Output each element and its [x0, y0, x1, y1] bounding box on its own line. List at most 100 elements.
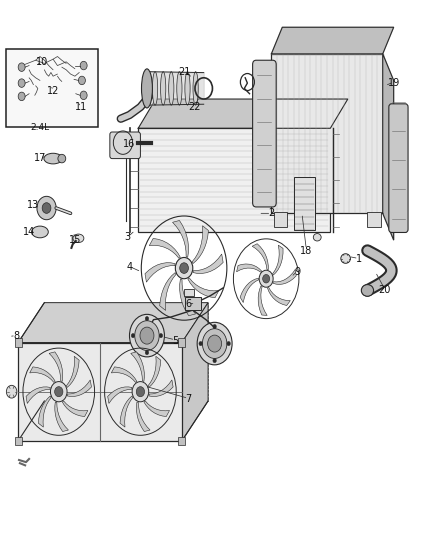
Circle shape	[78, 76, 85, 85]
Polygon shape	[67, 356, 79, 387]
Bar	[18, 343, 182, 441]
Polygon shape	[30, 367, 55, 382]
Circle shape	[80, 91, 87, 100]
Polygon shape	[138, 99, 348, 128]
Text: 2: 2	[268, 208, 275, 219]
Polygon shape	[39, 396, 51, 427]
Ellipse shape	[341, 254, 350, 263]
Circle shape	[180, 263, 188, 273]
Circle shape	[145, 317, 149, 321]
Polygon shape	[131, 352, 145, 382]
Circle shape	[80, 61, 87, 70]
Circle shape	[208, 335, 222, 352]
Circle shape	[130, 314, 164, 357]
Text: 11: 11	[75, 102, 88, 112]
Bar	[367, 212, 381, 227]
Text: 15: 15	[69, 235, 81, 245]
Polygon shape	[272, 245, 283, 275]
Polygon shape	[160, 272, 176, 310]
Polygon shape	[149, 380, 173, 397]
Ellipse shape	[161, 71, 166, 105]
Text: 22: 22	[189, 102, 201, 112]
Circle shape	[37, 196, 56, 220]
Polygon shape	[268, 287, 290, 305]
Text: 2.4L: 2.4L	[30, 123, 49, 132]
Polygon shape	[67, 380, 92, 397]
Circle shape	[135, 321, 159, 351]
Polygon shape	[148, 356, 161, 387]
Circle shape	[140, 327, 154, 344]
Polygon shape	[383, 54, 394, 240]
Polygon shape	[26, 387, 50, 403]
Polygon shape	[180, 279, 196, 316]
Text: 3: 3	[124, 232, 131, 243]
Bar	[185, 297, 201, 310]
FancyBboxPatch shape	[253, 60, 276, 207]
Circle shape	[18, 63, 25, 71]
Ellipse shape	[177, 71, 182, 105]
FancyBboxPatch shape	[389, 104, 408, 232]
Text: 10: 10	[36, 57, 48, 67]
Circle shape	[18, 92, 25, 101]
Ellipse shape	[145, 71, 150, 105]
Text: 19: 19	[388, 78, 400, 88]
Polygon shape	[108, 387, 132, 403]
Ellipse shape	[361, 285, 374, 296]
Circle shape	[132, 382, 149, 402]
Polygon shape	[272, 27, 394, 54]
Polygon shape	[55, 402, 68, 432]
Polygon shape	[193, 254, 223, 273]
Circle shape	[259, 270, 273, 287]
Ellipse shape	[169, 71, 174, 105]
Polygon shape	[173, 221, 188, 257]
Bar	[138, 128, 330, 232]
Circle shape	[136, 386, 145, 397]
Text: 17: 17	[34, 152, 46, 163]
Polygon shape	[145, 263, 175, 282]
Polygon shape	[273, 269, 296, 285]
Ellipse shape	[152, 71, 158, 105]
Bar	[14, 338, 21, 347]
Ellipse shape	[193, 71, 198, 105]
Text: 18: 18	[300, 246, 312, 255]
Circle shape	[175, 257, 193, 279]
Circle shape	[145, 351, 149, 355]
Text: 20: 20	[379, 286, 391, 295]
Text: 13: 13	[27, 200, 39, 211]
Circle shape	[263, 274, 270, 283]
Polygon shape	[252, 244, 268, 270]
Circle shape	[213, 359, 216, 363]
Circle shape	[7, 385, 17, 398]
Text: 5: 5	[172, 336, 178, 346]
Polygon shape	[149, 238, 180, 259]
Polygon shape	[240, 278, 258, 303]
Text: 8: 8	[13, 330, 19, 341]
Circle shape	[18, 79, 25, 87]
Polygon shape	[258, 286, 267, 316]
Text: 7: 7	[185, 394, 191, 405]
Circle shape	[227, 342, 230, 346]
Text: 12: 12	[47, 86, 59, 96]
Polygon shape	[192, 226, 208, 264]
Text: 9: 9	[294, 267, 300, 277]
Polygon shape	[62, 401, 88, 416]
Text: 6: 6	[185, 298, 191, 309]
Polygon shape	[137, 402, 150, 432]
Circle shape	[42, 203, 51, 213]
Bar	[14, 437, 21, 445]
Circle shape	[55, 386, 63, 397]
Polygon shape	[144, 401, 170, 416]
Polygon shape	[188, 278, 219, 298]
Bar	[178, 437, 185, 445]
Bar	[294, 177, 315, 230]
Bar	[184, 289, 194, 296]
FancyBboxPatch shape	[110, 132, 141, 159]
Bar	[274, 212, 287, 227]
Polygon shape	[111, 367, 137, 382]
Bar	[272, 54, 383, 213]
Ellipse shape	[185, 71, 190, 105]
Circle shape	[159, 334, 162, 338]
Polygon shape	[182, 303, 208, 441]
Ellipse shape	[44, 154, 62, 164]
Ellipse shape	[73, 234, 84, 243]
